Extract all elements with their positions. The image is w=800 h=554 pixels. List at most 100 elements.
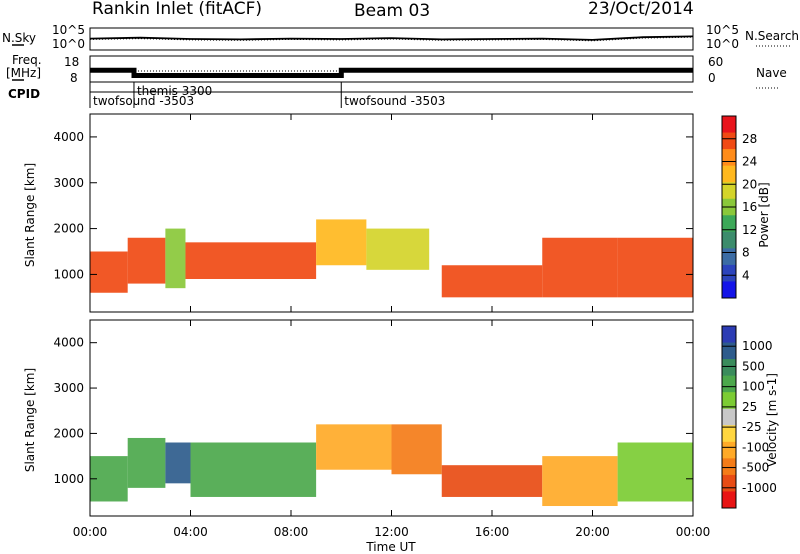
heat-band-3: [190, 442, 317, 497]
power-heatmap: [90, 219, 693, 298]
velocity-x-ticks: [89, 320, 694, 516]
colorbar-swatch-6: [722, 425, 736, 443]
heat-band-4: [316, 424, 392, 470]
y-tick-label-2: 3000: [53, 381, 84, 395]
colorbar-swatch-10: [722, 281, 736, 299]
y-tick-label-0: 1000: [53, 267, 84, 281]
heat-band-1: [127, 237, 166, 284]
nsky-lo-tick: 10^0: [52, 37, 85, 51]
nsky-series-0: [89, 35, 694, 41]
nave-lo-tick: 0: [708, 71, 716, 85]
colorbar-swatch-1: [722, 342, 736, 360]
x-tick-labels: 00:00 04:00 08:00 12:00 16:00 20:00 00:00: [73, 525, 711, 539]
colorbar-tick-label-2: 20: [742, 177, 757, 191]
cpid-label-2: twofsound -3503: [344, 94, 445, 108]
colorbar-tick-label-6: 4: [742, 268, 750, 282]
colorbar-tick-label-2: 100: [742, 380, 765, 394]
velocity-ylabel: Slant Range [km]: [23, 368, 37, 472]
colorbar-swatch-5: [722, 408, 736, 426]
colorbar-tick-label-5: 8: [742, 246, 750, 260]
x-tick-label-0: 00:00: [73, 525, 108, 539]
colorbar-swatch-2: [722, 149, 736, 167]
freq-series: [90, 67, 693, 78]
cpid-label-1: themis 3300: [137, 84, 212, 98]
power-ylabel: Slant Range [km]: [23, 163, 37, 267]
colorbar-swatch-9: [722, 264, 736, 282]
colorbar-tick-label-6: -500: [742, 461, 769, 475]
colorbar-swatch-7: [722, 231, 736, 249]
freq-label: Freq.: [12, 53, 42, 67]
y-tick-label-3: 4000: [53, 336, 84, 350]
date-label: 23/Oct/2014: [588, 0, 694, 19]
y-tick-label-1: 2000: [53, 426, 84, 440]
heat-band-5: [391, 424, 442, 475]
colorbar-swatch-6: [722, 215, 736, 233]
colorbar-swatch-3: [722, 165, 736, 183]
heat-band-5: [366, 228, 430, 270]
freq-hi-tick: 18: [64, 55, 79, 69]
y-tick-label-2: 3000: [53, 176, 84, 190]
station-title: Rankin Inlet (fitACF): [92, 0, 262, 19]
heat-band-6: [441, 465, 543, 497]
colorbar-swatch-0: [722, 326, 736, 344]
heat-band-1: [127, 437, 166, 488]
colorbar-tick-label-0: 28: [742, 132, 757, 146]
colorbar-swatch-4: [722, 392, 736, 410]
freq-plot: [90, 67, 693, 78]
heat-band-3: [185, 242, 317, 279]
colorbar-swatch-2: [722, 359, 736, 377]
colorbar-swatch-10: [722, 491, 736, 509]
x-tick-label-1: 04:00: [173, 525, 208, 539]
colorbar-tick-label-3: 16: [742, 200, 757, 214]
power-x-ticks: [89, 114, 694, 312]
heat-band-2: [165, 442, 191, 484]
colorbar-swatch-8: [722, 458, 736, 476]
velocity-colorbar: 1000 500 100 25 -25 -100 -500 -1000: [721, 325, 777, 509]
nsky-hi-tick: 10^5: [52, 23, 85, 37]
heat-band-8: [617, 237, 693, 298]
power-y-ticks: 1000 2000 3000 4000: [53, 130, 693, 281]
x-tick-label-6: 00:00: [676, 525, 711, 539]
nave-label: Nave: [756, 66, 787, 80]
heat-band-2: [165, 228, 186, 289]
x-tick-label-3: 12:00: [374, 525, 409, 539]
cpid-label: CPID: [8, 87, 40, 101]
y-tick-label-1: 2000: [53, 222, 84, 236]
colorbar-swatch-7: [722, 441, 736, 459]
cpid-label-0: twofsound -3503: [93, 94, 194, 108]
colorbar-tick-label-1: 24: [742, 155, 757, 169]
colorbar-tick-label-7: -1000: [742, 481, 777, 495]
velocity-colorbar-label: Velocity [m s-1]: [765, 373, 779, 467]
beam-label: Beam 03: [354, 1, 430, 21]
velocity-heatmap: [90, 424, 693, 507]
y-tick-label-3: 4000: [53, 130, 84, 144]
y-tick-label-0: 1000: [53, 472, 84, 486]
nsky-label: N.Sky: [2, 31, 36, 45]
velocity-panel: 1000 2000 3000 4000 Slant Range [km]: [23, 319, 694, 517]
x-tick-label-2: 08:00: [274, 525, 309, 539]
colorbar-tick-label-1: 500: [742, 359, 765, 373]
x-axis-label: Time UT: [365, 540, 416, 554]
nsky-plot: [89, 35, 694, 42]
colorbar-swatch-4: [722, 182, 736, 200]
nsearch-hi-tick: 10^5: [706, 23, 739, 37]
x-tick-label-4: 16:00: [475, 525, 510, 539]
colorbar-tick-label-4: -25: [742, 420, 762, 434]
colorbar-tick-label-5: -100: [742, 440, 769, 454]
colorbar-swatch-0: [722, 116, 736, 134]
colorbar-swatch-1: [722, 132, 736, 150]
heat-band-0: [90, 251, 128, 293]
colorbar-tick-label-3: 25: [742, 400, 757, 414]
heat-band-7: [542, 456, 618, 507]
colorbar-frame: [721, 325, 737, 509]
colorbar-swatch-8: [722, 248, 736, 266]
x-tick-label-5: 20:00: [575, 525, 610, 539]
freq-unit-label: [MHz]: [6, 66, 41, 80]
power-colorbar: 28 24 20 16 12 8 4: [721, 115, 757, 299]
colorbar-swatch-9: [722, 474, 736, 492]
nsearch-label: N.Search: [745, 29, 799, 43]
freq-lo-tick: 8: [70, 71, 78, 85]
power-panel: 1000 2000 3000 4000 Slant Range [km]: [23, 113, 694, 313]
heat-band-7: [542, 237, 618, 298]
